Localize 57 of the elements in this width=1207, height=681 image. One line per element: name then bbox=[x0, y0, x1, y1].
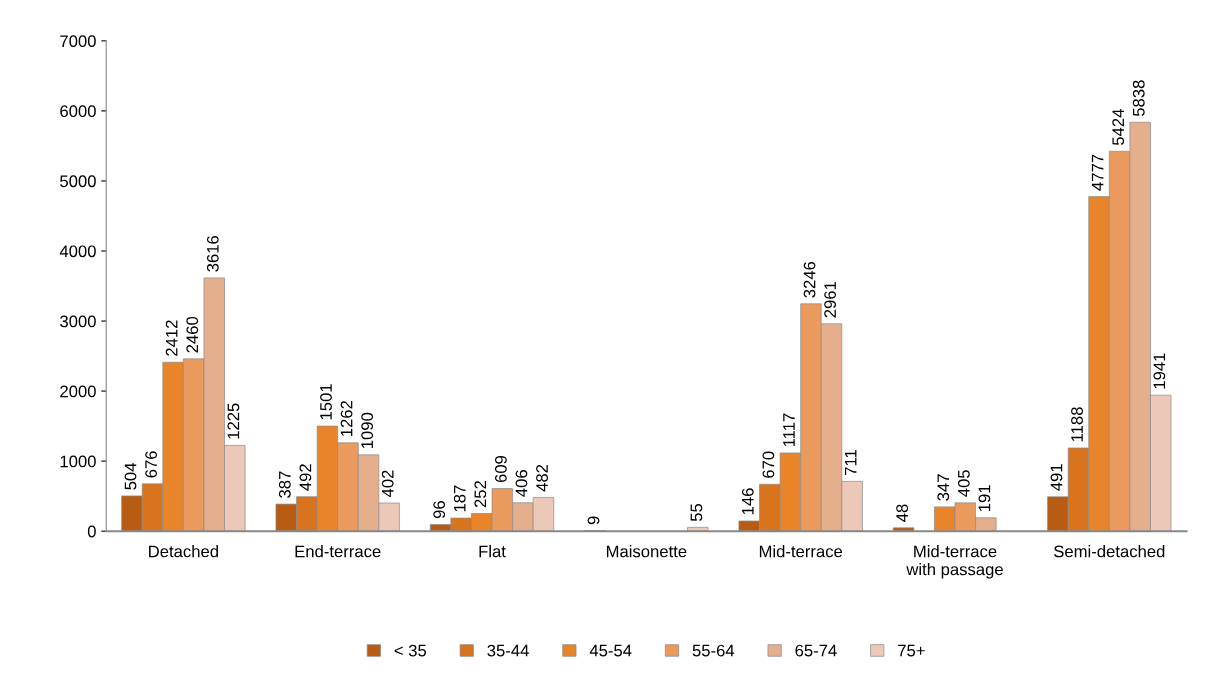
data-label: 492 bbox=[299, 464, 312, 491]
x-tick-label: Semi-detached bbox=[1054, 545, 1165, 558]
data-label: 1090 bbox=[361, 412, 374, 448]
x-tick-label: Mid-terrace bbox=[759, 545, 843, 558]
y-tick-label: 6000 bbox=[60, 105, 96, 118]
data-label: 402 bbox=[381, 470, 394, 498]
data-label: 711 bbox=[844, 450, 857, 475]
data-label: 5424 bbox=[1112, 109, 1125, 146]
x-tick-label: Detached bbox=[149, 545, 218, 558]
legend-label: 45-54 bbox=[589, 644, 632, 657]
data-label: 2460 bbox=[186, 316, 199, 353]
y-tick-label: 3000 bbox=[60, 315, 96, 328]
y-tick-label: 4000 bbox=[59, 245, 96, 258]
data-label: 55 bbox=[690, 503, 703, 522]
data-label: 252 bbox=[474, 481, 487, 508]
data-label: 670 bbox=[762, 451, 775, 478]
y-tick-label: 5000 bbox=[60, 175, 96, 188]
data-label: 482 bbox=[536, 464, 548, 492]
data-label: 3246 bbox=[803, 261, 816, 298]
data-label: 387 bbox=[278, 471, 291, 498]
data-label: 347 bbox=[937, 474, 950, 501]
data-label: 1117 bbox=[783, 413, 795, 447]
data-label: 491 bbox=[1050, 464, 1063, 491]
data-label: 1225 bbox=[227, 403, 240, 439]
data-label: 1188 bbox=[1071, 407, 1083, 442]
data-label: 1941 bbox=[1153, 353, 1166, 389]
legend-label: 35-44 bbox=[487, 644, 529, 657]
data-label: 96 bbox=[433, 501, 446, 519]
y-tick-label: 0 bbox=[87, 525, 96, 538]
x-tick-label: End-terrace bbox=[295, 545, 381, 558]
data-label: 504 bbox=[124, 463, 137, 490]
data-label: 146 bbox=[741, 488, 754, 515]
data-label: 3616 bbox=[206, 236, 219, 272]
data-label: 1501 bbox=[320, 384, 332, 420]
y-tick-label: 1000 bbox=[60, 455, 96, 468]
data-label: 187 bbox=[453, 485, 466, 512]
data-label: 4777 bbox=[1091, 154, 1104, 191]
data-label: 48 bbox=[896, 504, 909, 522]
data-label: 2961 bbox=[824, 281, 837, 318]
x-tick-label: Flat bbox=[479, 545, 506, 558]
data-label: 1262 bbox=[340, 400, 353, 436]
y-tick-label: 2000 bbox=[60, 385, 96, 398]
legend-label: 55-64 bbox=[692, 644, 735, 657]
data-label: 2412 bbox=[165, 320, 178, 356]
legend-label: < 35 bbox=[394, 644, 427, 657]
data-label: 5838 bbox=[1132, 80, 1145, 117]
data-label: 191 bbox=[978, 485, 991, 511]
data-label: 676 bbox=[145, 451, 157, 478]
x-tick-label: Maisonette bbox=[606, 545, 687, 558]
legend-label: 75+ bbox=[898, 644, 925, 657]
data-label: 609 bbox=[494, 455, 507, 483]
x-tick-label: Mid-terrace with passage bbox=[906, 545, 1003, 579]
y-tick-label: 7000 bbox=[60, 35, 96, 48]
data-label: 405 bbox=[957, 470, 970, 497]
data-label: 406 bbox=[515, 470, 528, 497]
legend-label: 65-74 bbox=[795, 644, 837, 657]
data-label: 9 bbox=[587, 516, 600, 525]
